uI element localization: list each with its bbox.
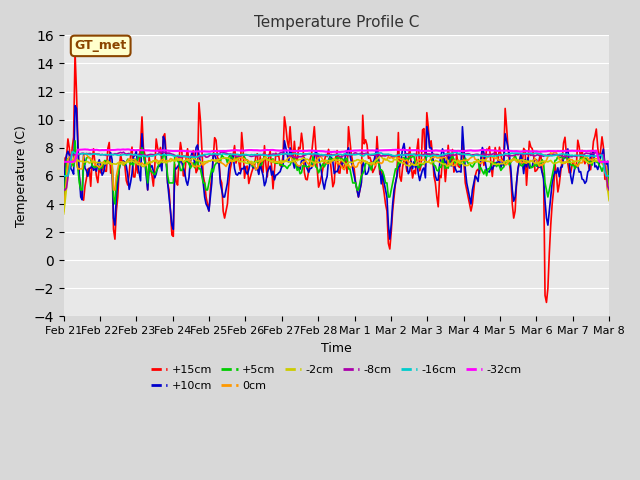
Legend: +15cm, +10cm, +5cm, 0cm, -2cm, -8cm, -16cm, -32cm: +15cm, +10cm, +5cm, 0cm, -2cm, -8cm, -16… [147, 361, 527, 395]
Y-axis label: Temperature (C): Temperature (C) [15, 125, 28, 227]
X-axis label: Time: Time [321, 342, 352, 355]
Title: Temperature Profile C: Temperature Profile C [253, 15, 419, 30]
Text: GT_met: GT_met [75, 39, 127, 52]
